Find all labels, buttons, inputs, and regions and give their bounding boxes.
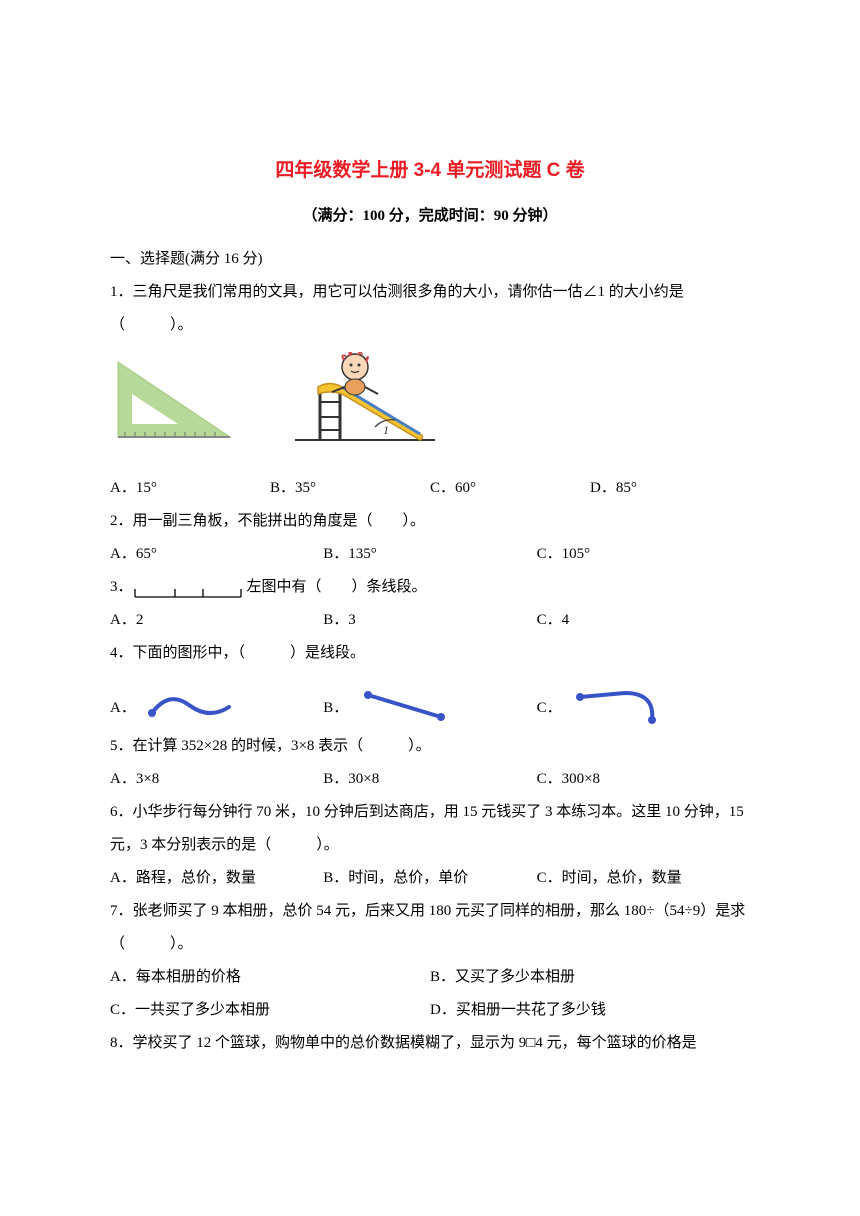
q1-images: 1 — [110, 352, 750, 452]
question-8: 8．学校买了 12 个篮球，购物单中的总价数据模糊了，显示为 9□4 元，每个篮… — [110, 1027, 750, 1060]
q4-opt-c-label: C． — [537, 692, 562, 725]
q5-opt-a: A．3×8 — [110, 763, 323, 796]
question-1: 1．三角尺是我们常用的文具，用它可以估测很多角的大小，请你估一估∠1 的大小约是… — [110, 276, 750, 342]
slide-icon: 1 — [290, 352, 440, 452]
q1-opt-d: D．85° — [590, 472, 750, 505]
triangle-ruler-icon — [110, 352, 240, 452]
question-2: 2．用一副三角板，不能拼出的角度是（ ）。 A．65° B．135° C．105… — [110, 505, 750, 571]
q6-opt-c: C．时间，总价，数量 — [537, 862, 750, 895]
page-subtitle: （满分：100 分，完成时间：90 分钟） — [110, 200, 750, 233]
curved-line-icon — [570, 685, 670, 725]
question-5: 5．在计算 352×28 的时候，3×8 表示（ ）。 A．3×8 B．30×8… — [110, 730, 750, 796]
q3-text: 3． 左图中有（ ）条线段。 — [110, 571, 750, 604]
q4-text: 4．下面的图形中，（ ）是线段。 — [110, 637, 750, 670]
q4-opt-c: C． — [537, 685, 750, 725]
q3-text-after: 左图中有（ ）条线段。 — [247, 579, 427, 595]
q4-opt-a: A． — [110, 685, 323, 725]
q2-opt-b: B．135° — [323, 538, 536, 571]
q7-options: A．每本相册的价格 B．又买了多少本相册 C．一共买了多少本相册 D．买相册一共… — [110, 961, 750, 1027]
svg-text:1: 1 — [383, 423, 389, 437]
q7-text: 7．张老师买了 9 本相册，总价 54 元，后来又用 180 元买了同样的相册，… — [110, 895, 750, 961]
q3-opt-b: B．3 — [323, 604, 536, 637]
q4-opt-a-label: A． — [110, 692, 136, 725]
q3-opt-c: C．4 — [537, 604, 750, 637]
q4-opt-b: B． — [323, 685, 536, 725]
q3-options: A．2 B．3 C．4 — [110, 604, 750, 637]
q1-opt-a: A．15° — [110, 472, 270, 505]
q3-prefix: 3． — [110, 579, 133, 595]
q2-opt-a: A．65° — [110, 538, 323, 571]
page-title: 四年级数学上册 3-4 单元测试题 C 卷 — [110, 150, 750, 192]
q6-opt-a: A．路程，总价，数量 — [110, 862, 323, 895]
wavy-line-icon — [144, 685, 244, 725]
q7-opt-b: B．又买了多少本相册 — [430, 961, 750, 994]
question-7: 7．张老师买了 9 本相册，总价 54 元，后来又用 180 元买了同样的相册，… — [110, 895, 750, 1027]
q5-opt-b: B．30×8 — [323, 763, 536, 796]
question-4: 4．下面的图形中，（ ）是线段。 A． B． C． — [110, 637, 750, 725]
q4-options: A． B． C． — [110, 685, 750, 725]
q7-opt-a: A．每本相册的价格 — [110, 961, 430, 994]
line-segment-icon — [133, 580, 243, 594]
q7-opt-d: D．买相册一共花了多少钱 — [430, 994, 750, 1027]
q1-options: A．15° B．35° C．60° D．85° — [110, 472, 750, 505]
q5-options: A．3×8 B．30×8 C．300×8 — [110, 763, 750, 796]
question-6: 6．小华步行每分钟行 70 米，10 分钟后到达商店，用 15 元钱买了 3 本… — [110, 796, 750, 895]
q6-opt-b: B．时间，总价，单价 — [323, 862, 536, 895]
q4-opt-b-label: B． — [323, 692, 348, 725]
q8-text: 8．学校买了 12 个篮球，购物单中的总价数据模糊了，显示为 9□4 元，每个篮… — [110, 1027, 750, 1060]
section-1-header: 一、选择题(满分 16 分) — [110, 243, 750, 276]
q2-text: 2．用一副三角板，不能拼出的角度是（ ）。 — [110, 505, 750, 538]
straight-segment-icon — [356, 685, 456, 725]
q6-options: A．路程，总价，数量 B．时间，总价，单价 C．时间，总价，数量 — [110, 862, 750, 895]
q5-opt-c: C．300×8 — [537, 763, 750, 796]
q3-opt-a: A．2 — [110, 604, 323, 637]
q1-text: 1．三角尺是我们常用的文具，用它可以估测很多角的大小，请你估一估∠1 的大小约是… — [110, 276, 750, 342]
q1-opt-c: C．60° — [430, 472, 590, 505]
q1-opt-b: B．35° — [270, 472, 430, 505]
q7-opt-c: C．一共买了多少本相册 — [110, 994, 430, 1027]
q5-text: 5．在计算 352×28 的时候，3×8 表示（ ）。 — [110, 730, 750, 763]
q2-opt-c: C．105° — [537, 538, 750, 571]
q6-text: 6．小华步行每分钟行 70 米，10 分钟后到达商店，用 15 元钱买了 3 本… — [110, 796, 750, 862]
q2-options: A．65° B．135° C．105° — [110, 538, 750, 571]
question-3: 3． 左图中有（ ）条线段。 A．2 B．3 C．4 — [110, 571, 750, 637]
